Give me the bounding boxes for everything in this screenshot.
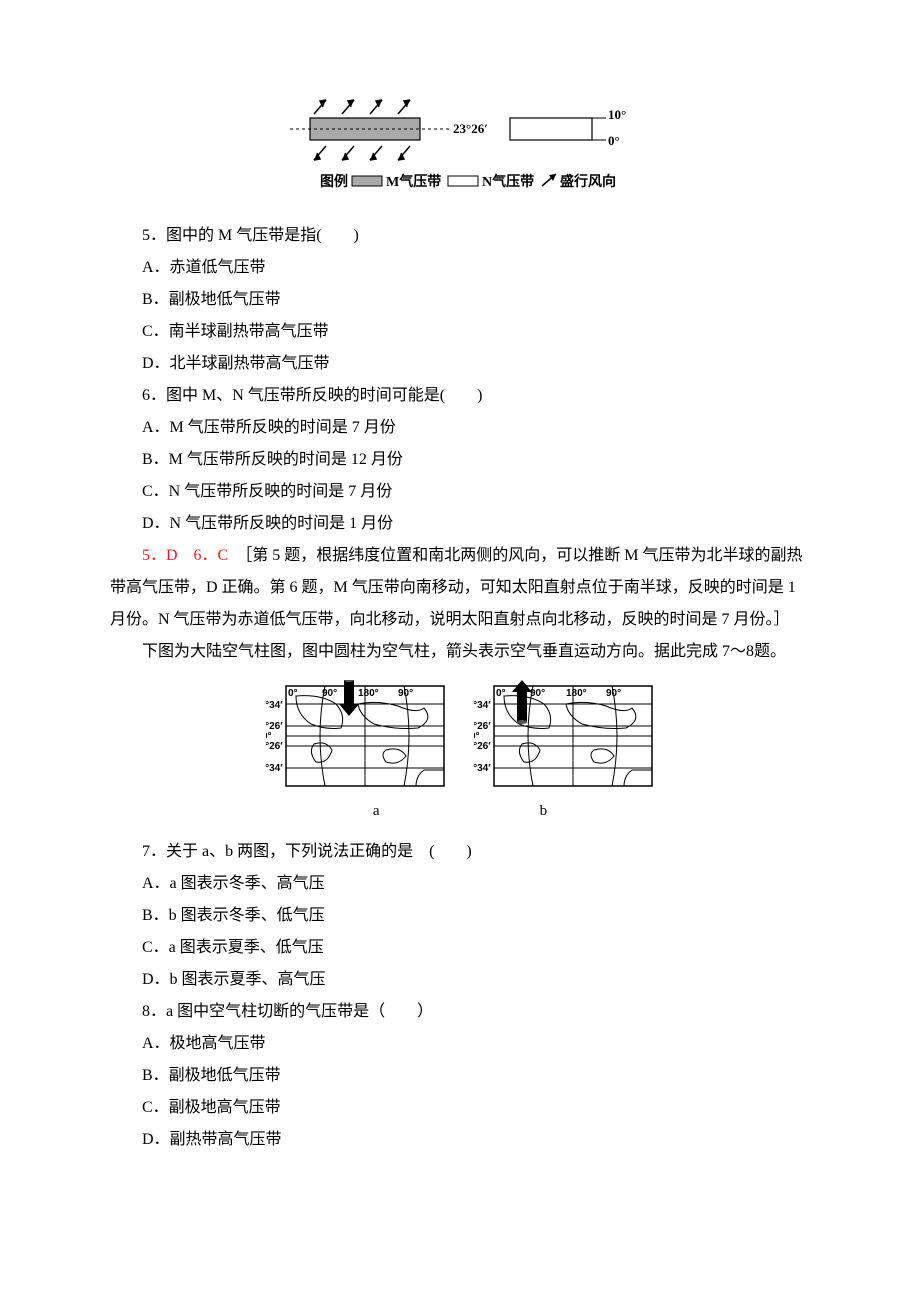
figure-m-n-pressure: 23°26′ 10° 0° 图例 M气压带 N气压带 盛行风向 [110, 90, 810, 202]
q7-b: B．b 图表示冬季、低气压 [110, 900, 810, 932]
q5-b: B．副极地低气压带 [110, 284, 810, 316]
q5-a: A．赤道低气压带 [110, 252, 810, 284]
figure-ab-labels: a b [110, 796, 810, 826]
svg-text:66°34′: 66°34′ [474, 763, 491, 774]
intro-7-8: 下图为大陆空气柱图，图中圆柱为空气柱，箭头表示空气垂直运动方向。据此完成 7～8… [110, 636, 810, 668]
legend-prefix: 图例 [320, 173, 348, 190]
q8-c: C．副极地高气压带 [110, 1092, 810, 1124]
q7-stem: 7．关于 a、b 两图，下列说法正确的是 ( ) [110, 836, 810, 868]
lat-23-26: 23°26′ [453, 121, 488, 136]
q6-stem: 6．图中 M、N 气压带所反映的时间可能是( ) [110, 380, 810, 412]
legend-n: N气压带 [482, 173, 534, 190]
world-map-a: 0° 90° 180° 90° 66°34′ 23°26′ 0° 23°26′ … [266, 680, 446, 792]
q5-c: C．南半球副热带高气压带 [110, 316, 810, 348]
q8-stem: 8．a 图中空气柱切断的气压带是（ ） [110, 996, 810, 1028]
svg-text:180°: 180° [358, 688, 379, 699]
legend-m: M气压带 [386, 173, 441, 190]
svg-text:23°26′: 23°26′ [474, 741, 491, 752]
q7-d: D．b 图表示夏季、高气压 [110, 964, 810, 996]
q5-d: D．北半球副热带高气压带 [110, 348, 810, 380]
svg-text:90°: 90° [322, 688, 337, 699]
legend-wind: 盛行风向 [560, 173, 616, 190]
svg-text:90°: 90° [606, 688, 621, 699]
figure-air-columns: 0° 90° 180° 90° 66°34′ 23°26′ 0° 23°26′ … [110, 680, 810, 792]
q8-a: A．极地高气压带 [110, 1028, 810, 1060]
q6-a: A．M 气压带所反映的时间是 7 月份 [110, 412, 810, 444]
svg-text:0°: 0° [496, 688, 506, 699]
answer-5-6: 5．D 6．C ［第 5 题，根据纬度位置和南北两侧的风向，可以推断 M 气压带… [110, 540, 810, 636]
n-bot-lat: 0° [608, 133, 620, 148]
svg-text:180°: 180° [566, 688, 587, 699]
q6-d: D．N 气压带所反映的时间是 1 月份 [110, 508, 810, 540]
n-top-lat: 10° [608, 107, 626, 122]
svg-text:90°: 90° [530, 688, 545, 699]
q6-b: B．M 气压带所反映的时间是 12 月份 [110, 444, 810, 476]
answer-key-56: 5．D 6．C [142, 547, 244, 564]
fig-label-b: b [540, 796, 548, 826]
q6-c: C．N 气压带所反映的时间是 7 月份 [110, 476, 810, 508]
q7-c: C．a 图表示夏季、低气压 [110, 932, 810, 964]
svg-text:90°: 90° [398, 688, 413, 699]
svg-text:23°26′: 23°26′ [266, 741, 283, 752]
q5-stem: 5．图中的 M 气压带是指( ) [110, 220, 810, 252]
svg-text:0°: 0° [288, 688, 298, 699]
pressure-belt-svg: 23°26′ 10° 0° 图例 M气压带 N气压带 盛行风向 [290, 90, 630, 190]
svg-text:66°34′: 66°34′ [474, 700, 491, 711]
fig-label-a: a [373, 796, 380, 826]
q7-a: A．a 图表示冬季、高气压 [110, 868, 810, 900]
world-map-b: 0° 90° 180° 90° 66°34′ 23°26′ 0° 23°26′ … [474, 680, 654, 792]
svg-text:66°34′: 66°34′ [266, 763, 283, 774]
q8-d: D．副热带高气压带 [110, 1124, 810, 1156]
q8-b: B．副极地低气压带 [110, 1060, 810, 1092]
svg-text:66°34′: 66°34′ [266, 700, 283, 711]
